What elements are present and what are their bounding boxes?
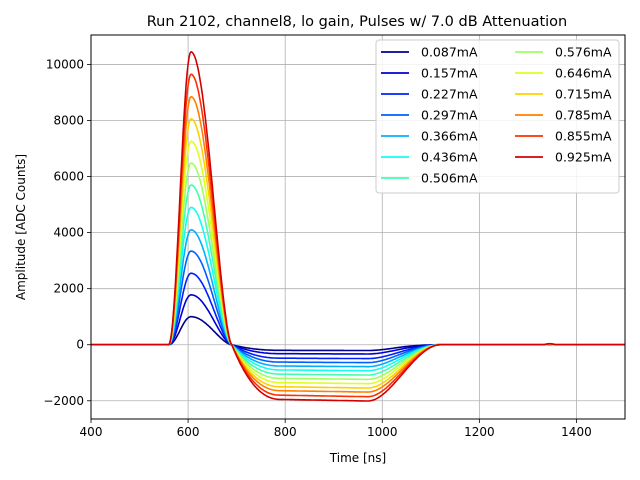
legend-label: 0.715mA: [555, 87, 612, 102]
x-tick-label: 600: [177, 425, 200, 439]
y-tick-label: 4000: [53, 226, 84, 240]
legend-box: [375, 39, 620, 194]
x-tick-label: 1200: [464, 425, 495, 439]
legend-label: 0.646mA: [555, 66, 612, 81]
legend-label: 0.157mA: [421, 66, 478, 81]
legend-label: 0.925mA: [555, 150, 612, 165]
legend-label: 0.506mA: [421, 171, 478, 186]
y-tick-label: 0: [76, 338, 84, 352]
x-axis-label: Time [ns]: [329, 451, 386, 465]
legend: 0.087mA 0.157mA 0.227mA 0.297mA 0.366mA 0.436…: [375, 39, 620, 194]
y-axis-label: Amplitude [ADC Counts]: [14, 154, 28, 300]
legend-label: 0.227mA: [421, 87, 478, 102]
legend-label: 0.576mA: [555, 45, 612, 60]
y-tick-label: −2000: [43, 394, 84, 408]
series-lines: [91, 51, 625, 402]
legend-label: 0.785mA: [555, 108, 612, 123]
plot-frame: [90, 34, 626, 420]
x-tick-label: 400: [80, 425, 103, 439]
legend-label: 0.297mA: [421, 108, 478, 123]
x-tick-label: 800: [274, 425, 297, 439]
y-tick-label: 10000: [46, 57, 84, 71]
x-tick-label: 1000: [367, 425, 398, 439]
legend-label: 0.855mA: [555, 129, 612, 144]
x-tick-label: 1400: [561, 425, 592, 439]
series-line: [91, 51, 625, 402]
y-tick-label: 6000: [53, 170, 84, 184]
legend-label: 0.087mA: [421, 45, 478, 60]
chart-title: Run 2102, channel8, lo gain, Pulses w/ 7…: [147, 14, 568, 30]
legend-label: 0.366mA: [421, 129, 478, 144]
y-tick-label: 2000: [53, 282, 84, 296]
axis-ticks: 400 600 800 1000 1200 1400 −2000 0 2000 4000 6000 8…: [43, 57, 591, 439]
legend-label: 0.436mA: [421, 150, 478, 165]
y-tick-label: 8000: [53, 113, 84, 127]
